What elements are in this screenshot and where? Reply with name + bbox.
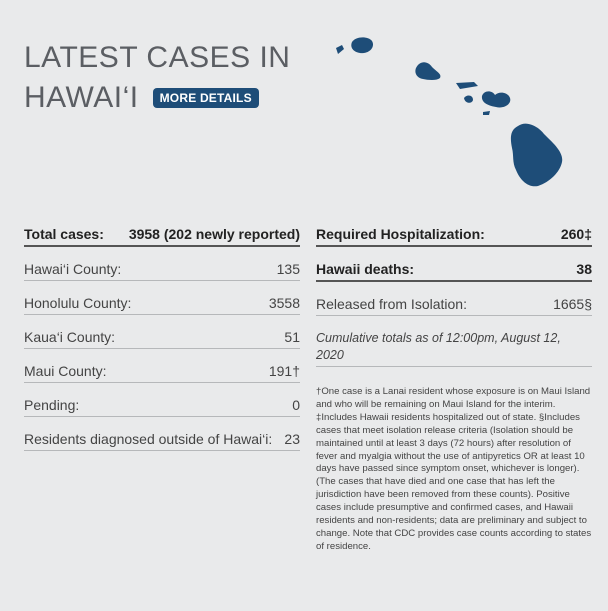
deaths-row: Hawaii deaths: 38 [316,261,592,282]
kauai-island [351,37,374,54]
lanai-island [464,95,473,103]
outside-residents-label: Residents diagnosed outside of Hawai‘i: [24,431,273,447]
county-value: 3558 [268,295,300,311]
title-row-2: HAWAI‘I MORE DETAILS [24,78,290,118]
county-row-kauai: Kaua‘i County: 51 [24,329,300,349]
header: LATEST CASES IN HAWAI‘I MORE DETAILS [24,38,290,118]
released-row: Released from Isolation: 1665§ [316,296,592,316]
county-value: 51 [284,329,300,345]
page-title-line-2: HAWAI‘I [24,81,139,114]
total-cases-label: Total cases: [24,226,104,242]
page-title-line-1: LATEST CASES IN [24,41,291,74]
county-row-maui: Maui County: 191† [24,363,300,383]
niihau-island [336,45,344,54]
total-cases-row: Total cases: 3958 (202 newly reported) [24,226,300,247]
county-value: 191† [268,363,300,379]
hawaii-island [510,123,563,187]
county-row-hawaii: Hawai‘i County: 135 [24,261,300,281]
total-cases-value: 3958 (202 newly reported) [128,226,300,242]
released-label: Released from Isolation: [316,296,467,312]
county-label: Hawai‘i County: [24,261,122,277]
hospitalization-label: Required Hospitalization: [316,226,485,242]
status-column: Required Hospitalization: 260‡ Hawaii de… [316,226,592,554]
released-value: 1665§ [553,296,592,312]
hawaii-map-icon [336,37,563,187]
deaths-value: 38 [576,261,592,277]
oahu-island [415,62,441,80]
county-value: 135 [276,261,300,277]
county-cases-column: Total cases: 3958 (202 newly reported) H… [24,226,300,465]
outside-residents-row: Residents diagnosed outside of Hawai‘i: … [24,431,300,451]
maui-island [481,91,511,108]
county-label: Honolulu County: [24,295,132,311]
cumulative-timestamp: Cumulative totals as of 12:00pm, August … [316,330,592,367]
deaths-label: Hawaii deaths: [316,261,415,277]
pending-value: 0 [292,397,300,413]
kahoolawe-island [483,111,490,115]
pending-row: Pending: 0 [24,397,300,417]
more-details-button[interactable]: MORE DETAILS [152,88,259,108]
county-row-honolulu: Honolulu County: 3558 [24,295,300,315]
hospitalization-value: 260‡ [560,226,592,242]
molokai-island [456,82,478,89]
county-label: Maui County: [24,363,107,379]
footnote-text: †One case is a Lanai resident whose expo… [316,386,592,552]
county-label: Kaua‘i County: [24,329,116,345]
outside-residents-value: 23 [284,431,300,447]
pending-label: Pending: [24,397,80,413]
hospitalization-row: Required Hospitalization: 260‡ [316,226,592,247]
